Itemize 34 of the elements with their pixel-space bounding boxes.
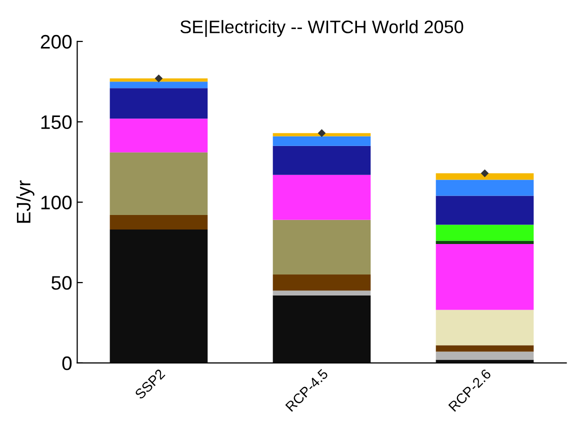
y-axis-title: EJ/yr — [16, 180, 34, 223]
y-tick-label: 0 — [62, 356, 72, 370]
bar — [272, 174, 371, 220]
bar — [436, 224, 534, 241]
y-tick-label: 50 — [52, 276, 72, 290]
bar — [110, 152, 208, 216]
y-tick-label: 200 — [40, 34, 72, 49]
bar — [110, 230, 208, 363]
y-tick-label: 100 — [41, 196, 72, 210]
bar — [436, 244, 534, 310]
bar — [436, 240, 534, 244]
bar — [272, 136, 371, 146]
point — [318, 129, 326, 137]
bar — [272, 133, 371, 136]
bar — [272, 220, 371, 275]
point — [155, 74, 162, 82]
chart-title: SE|Electricity -- WITCH World 2050 — [180, 20, 464, 37]
bar — [110, 215, 208, 230]
bar — [272, 146, 371, 175]
bar — [436, 352, 534, 360]
bar — [436, 360, 534, 363]
bar — [272, 290, 371, 296]
bar — [272, 274, 371, 291]
bar — [272, 295, 371, 363]
bar — [110, 82, 208, 88]
bar — [436, 310, 534, 346]
bar — [436, 180, 534, 196]
y-tick-label: 150 — [41, 115, 72, 130]
bar — [436, 173, 534, 180]
point — [481, 170, 488, 177]
bar — [110, 118, 208, 152]
bar — [436, 345, 534, 352]
bar — [110, 88, 208, 119]
bar — [436, 196, 534, 225]
